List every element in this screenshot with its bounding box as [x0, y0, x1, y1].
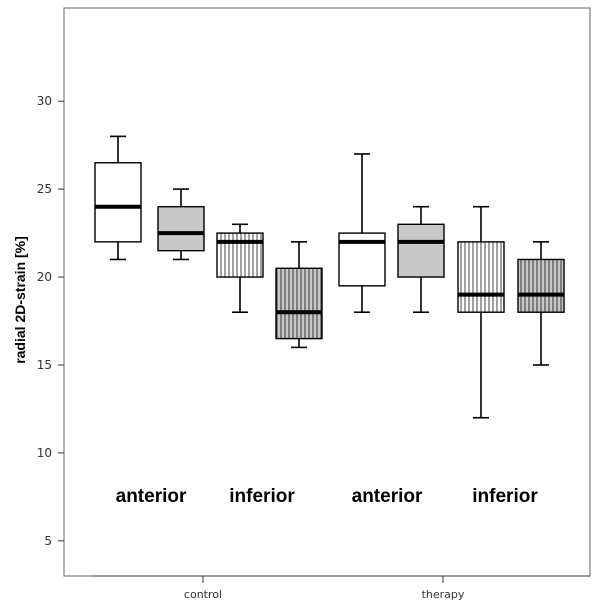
box-therapy-inferior-b [517, 241, 565, 366]
y-tick-label-15: 15 [37, 358, 52, 372]
group-label-control-inferior: inferior [229, 486, 295, 507]
boxes-group [94, 135, 565, 419]
y-tick-label-10: 10 [37, 446, 52, 460]
box-therapy-anterior-a [338, 153, 386, 314]
x-axis: control therapy [184, 576, 465, 601]
box-iqr [157, 206, 205, 252]
y-tick-label-30: 30 [37, 94, 52, 108]
y-tick-label-25: 25 [37, 182, 52, 196]
box-iqr [397, 223, 445, 278]
box-iqr [275, 267, 323, 340]
y-axis-title: radial 2D-strain [%] [12, 236, 28, 364]
group-label-therapy-inferior: inferior [472, 486, 538, 507]
group-label-therapy-anterior: anterior [352, 486, 423, 507]
box-iqr [457, 241, 505, 313]
box-therapy-inferior-a [457, 205, 505, 419]
group-label-control-anterior: anterior [116, 486, 187, 507]
box-iqr [517, 258, 565, 313]
y-tick-label-20: 20 [37, 270, 52, 284]
y-tick-label-5: 5 [44, 534, 52, 548]
x-tick-label-control: control [184, 588, 222, 601]
box-iqr [94, 162, 142, 243]
box-therapy-anterior-b [397, 205, 445, 314]
y-axis: 5 10 15 20 25 30 [37, 94, 64, 548]
box-control-anterior-a [94, 135, 142, 261]
box-control-inferior-a [216, 223, 264, 314]
x-tick-label-therapy: therapy [422, 588, 465, 601]
box-control-anterior-b [157, 188, 205, 261]
box-iqr [216, 232, 264, 278]
box-control-inferior-b [275, 241, 323, 349]
